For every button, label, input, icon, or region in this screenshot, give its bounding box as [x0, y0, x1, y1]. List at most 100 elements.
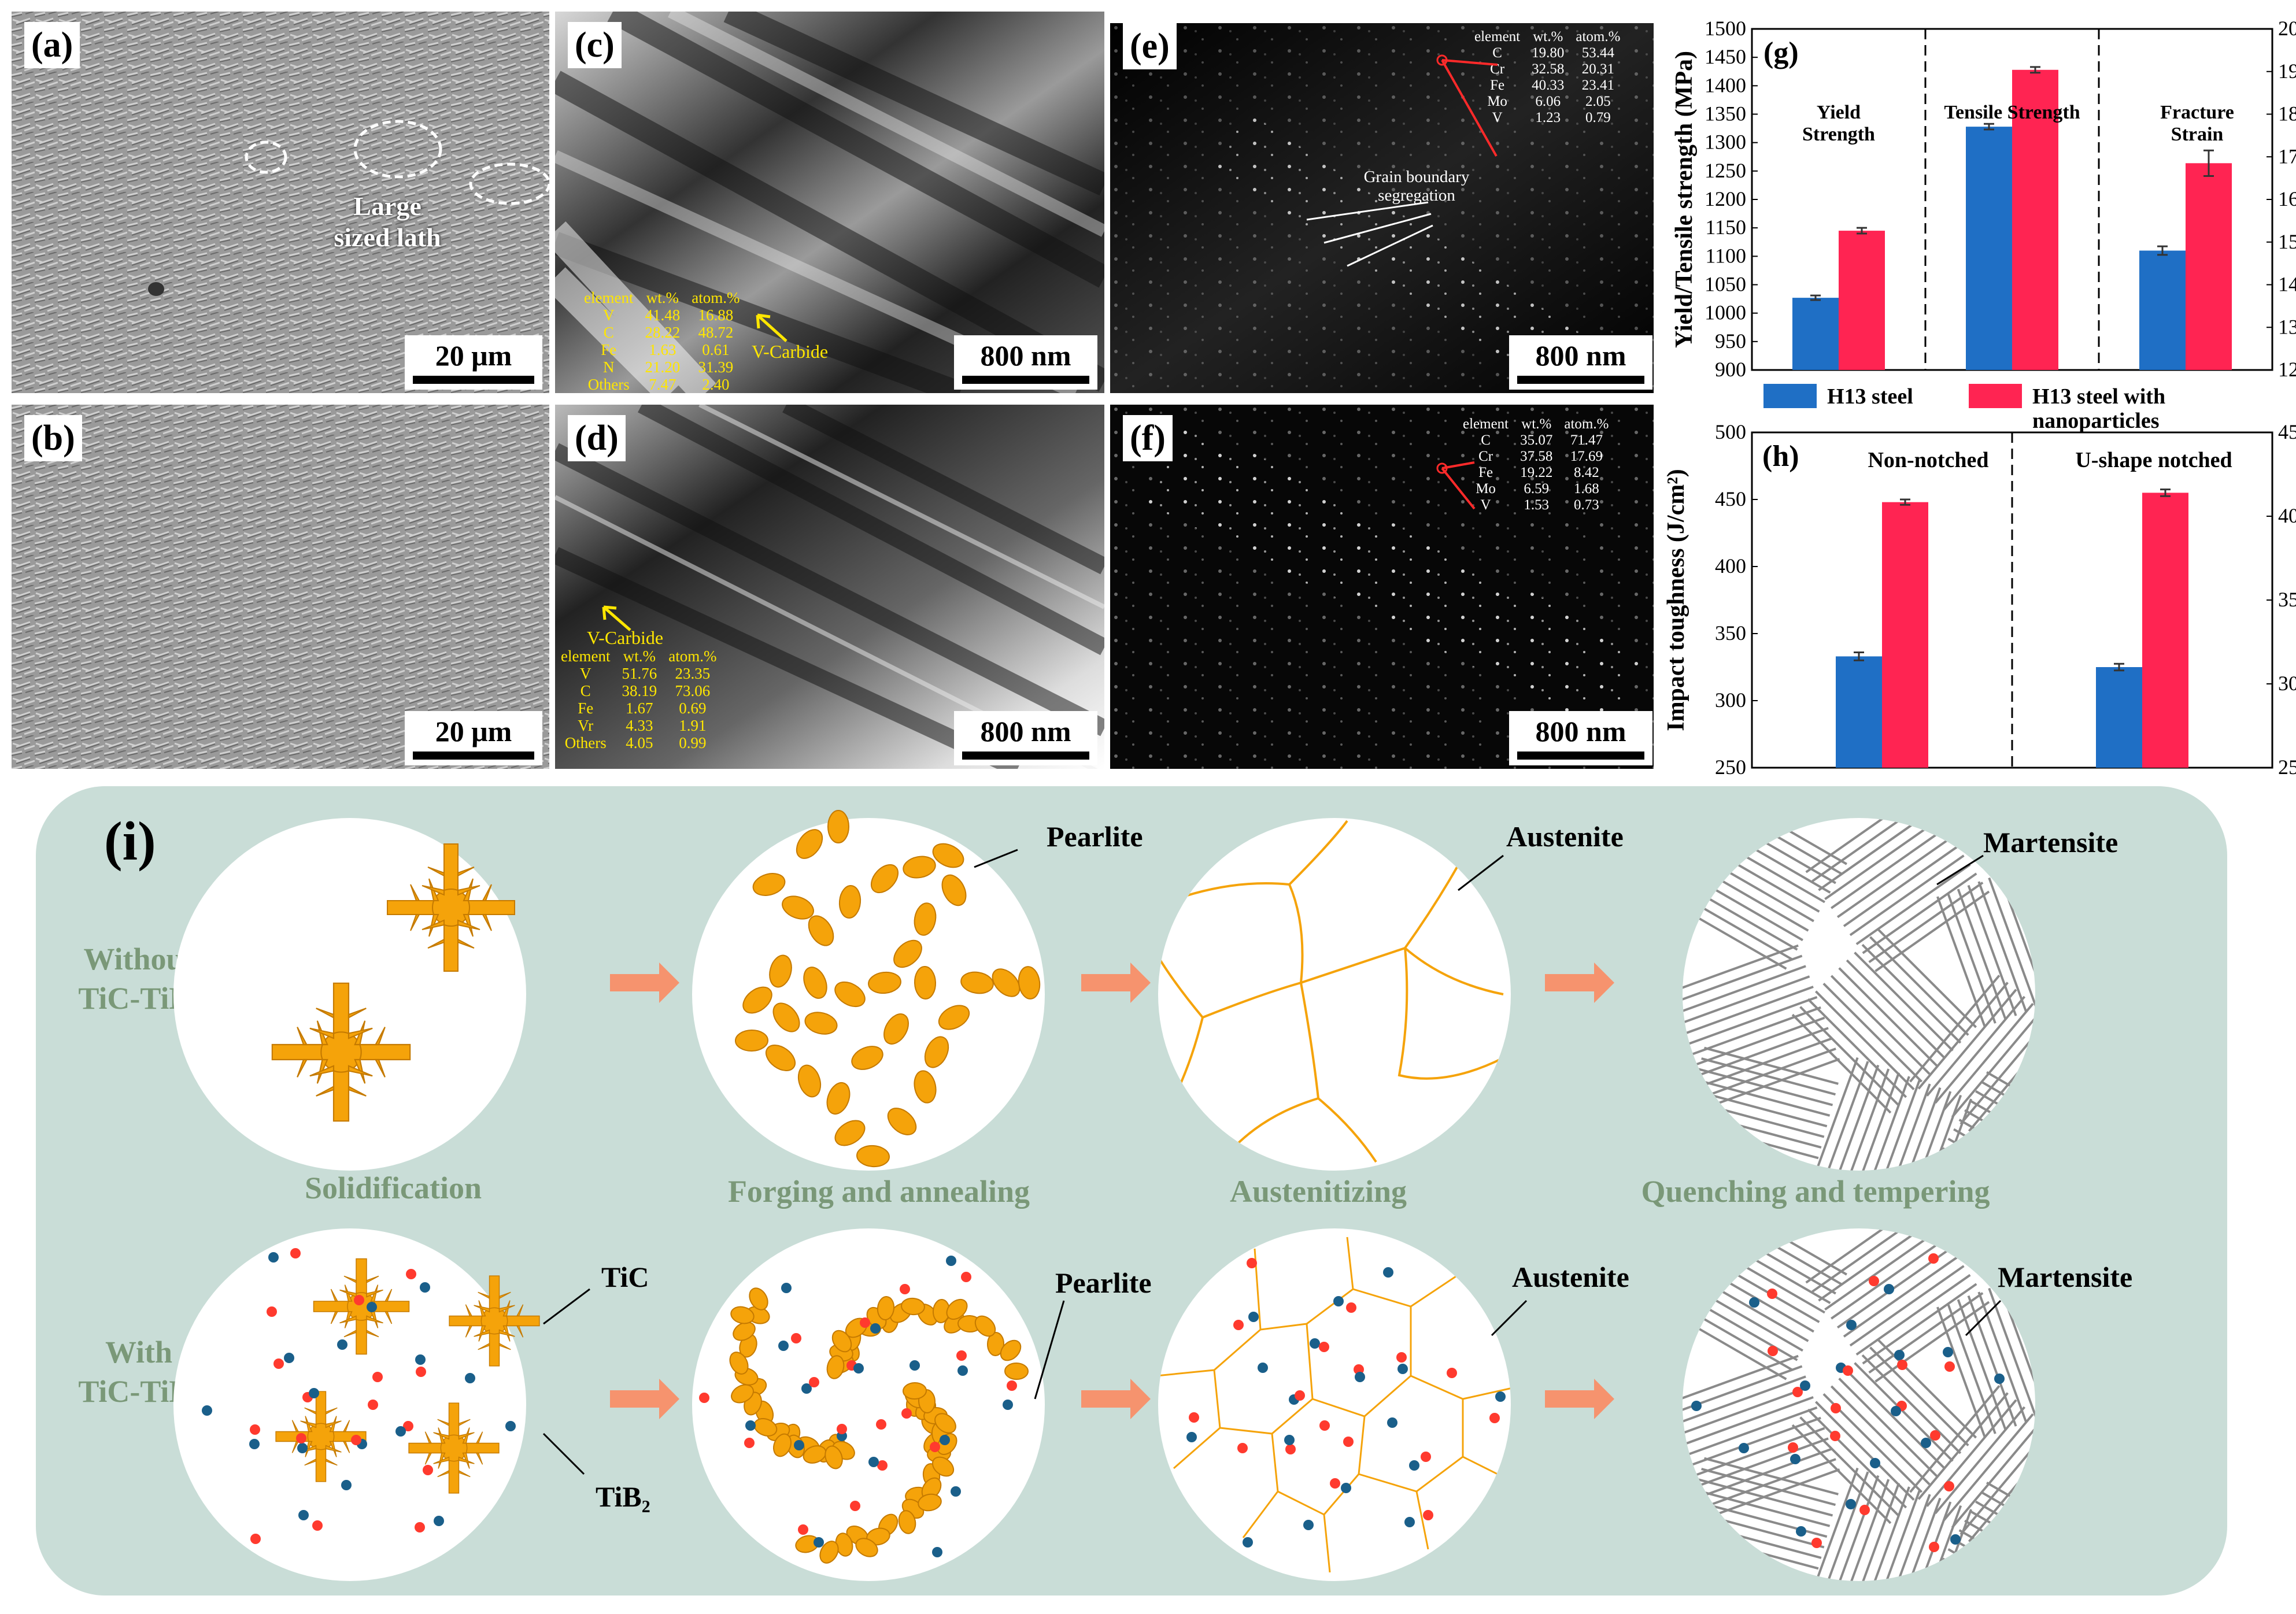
- lath: [1698, 1068, 1833, 1106]
- stage-forging: Forging and annealing: [727, 1174, 1030, 1209]
- tib2-particle: [961, 1272, 971, 1282]
- eds-f-cell: 8.42: [1574, 465, 1599, 480]
- lath: [1917, 982, 2009, 1090]
- eds-d-cell: V: [579, 665, 591, 682]
- tib2-particle: [877, 1460, 888, 1471]
- tib2-particle: [1944, 1481, 1954, 1491]
- tib2-particle: [1285, 1444, 1296, 1454]
- tem-texture-c: [555, 12, 1104, 393]
- arrow-icon: [1545, 1379, 1614, 1419]
- pearlite-grain: [855, 1538, 878, 1557]
- eds-e-cell: Mo: [1487, 94, 1507, 109]
- tic-particle: [1243, 1537, 1253, 1548]
- tic-particle: [1387, 1417, 1397, 1428]
- lath: [1964, 1109, 2035, 1171]
- eds-e-cell: Fe: [1490, 77, 1505, 93]
- tic-particle: [1894, 1350, 1905, 1360]
- tick-label-left: 350: [1715, 621, 1746, 645]
- lath: [1824, 819, 1940, 901]
- tic-particle: [932, 1547, 942, 1557]
- eds-d-cell: 1.67: [626, 699, 653, 717]
- eds-c-cell: 2.40: [702, 376, 730, 393]
- tib2-particle: [791, 1333, 801, 1343]
- lath: [1964, 1519, 2035, 1581]
- lath: [2029, 862, 2035, 994]
- lath: [1934, 995, 2026, 1104]
- lath: [1936, 896, 1986, 1028]
- tib2-particle: [1447, 1368, 1457, 1378]
- lath: [1709, 1058, 1840, 1108]
- lath: [1805, 818, 1921, 873]
- tib2-particle: [699, 1393, 709, 1403]
- tick-label-left: 1150: [1705, 216, 1746, 239]
- callout-tic: TiC: [601, 1261, 649, 1293]
- tic-particle: [1739, 1443, 1749, 1453]
- eds-e-h1: wt.%: [1533, 29, 1563, 45]
- tib2-particle: [372, 1372, 383, 1382]
- tib2-particle: [1233, 1320, 1244, 1330]
- tick-label-left: 1250: [1705, 159, 1746, 182]
- pearlite-grain: [1000, 1339, 1022, 1361]
- lath: [1931, 1576, 2035, 1581]
- lath: [1936, 1157, 2035, 1171]
- pearlite-grain: [834, 1120, 866, 1146]
- eds-c-cell: C: [603, 324, 614, 341]
- lath: [1874, 1301, 1990, 1383]
- lath: [1943, 1002, 2034, 1111]
- eds-d-cell: Others: [564, 734, 607, 752]
- eds-d-h0: element: [561, 647, 611, 665]
- circle-solidification-top: [173, 818, 526, 1171]
- eds-d-cell: 4.05: [626, 734, 653, 752]
- tick-label-left: 1100: [1705, 244, 1746, 267]
- eds-e-cell: 0.79: [1585, 110, 1611, 125]
- pearlite-grain: [924, 1036, 949, 1068]
- pearlite-grain: [914, 966, 937, 1000]
- eds-e-cell: C: [1492, 45, 1502, 61]
- eds-f-cell: 6.59: [1524, 481, 1550, 497]
- eds-e-cell: 6.06: [1535, 94, 1561, 109]
- pearlite-grain: [903, 1382, 927, 1400]
- arrow-icon-d: [602, 605, 631, 631]
- tick-label-right: 19: [2278, 60, 2296, 83]
- legend-label-nano: H13 steel with nanoparticles: [2032, 384, 2165, 433]
- lath: [1877, 928, 1977, 1028]
- lath: [1860, 1486, 1910, 1581]
- tem-texture-d: [555, 405, 1104, 769]
- tib2-particle: [1929, 1542, 1939, 1552]
- eds-c-cell: N: [602, 358, 615, 376]
- pearlite-grain: [1018, 966, 1041, 1000]
- scale-label-d: 800 nm: [980, 715, 1071, 747]
- tic-particle: [951, 1486, 961, 1497]
- bar: [1839, 231, 1885, 370]
- tib2-particle: [850, 1501, 860, 1511]
- tib2-particle: [1007, 1380, 1017, 1391]
- eds-table-c: element wt.% atom.% V 41.48 16.88 C 28.22 48.7…: [578, 289, 745, 393]
- eds-e-h0: element: [1474, 29, 1521, 45]
- tic-particle: [801, 1383, 812, 1394]
- pearlite-grain: [914, 902, 937, 936]
- tic-particle: [1891, 1406, 1901, 1416]
- lath: [1840, 1479, 1890, 1581]
- tib2-particle: [1343, 1437, 1354, 1447]
- eds-f-cell: 35.07: [1520, 432, 1553, 448]
- lath: [1946, 892, 1996, 1024]
- pearlite-grain: [831, 1330, 852, 1353]
- lath: [1967, 1295, 2017, 1427]
- lath: [1683, 1574, 1807, 1581]
- tib2-particle: [403, 1421, 413, 1431]
- tic-particle: [1790, 1454, 1800, 1464]
- schematic-drawing: [173, 810, 2035, 1581]
- lath: [1909, 975, 2001, 1083]
- legend-label-h13: H13 steel: [1827, 384, 1913, 409]
- eds-d-cell: 51.76: [622, 665, 657, 682]
- eds-f-cell: C: [1481, 432, 1491, 448]
- tic-particle: [1921, 1438, 1931, 1448]
- eds-d-cell: 1.91: [679, 717, 707, 734]
- lath: [1862, 1283, 1977, 1365]
- lath: [1969, 1510, 2035, 1581]
- eds-c-h2: atom.%: [692, 289, 740, 306]
- martensite-packet: [1791, 1338, 1977, 1524]
- lath: [1683, 986, 1814, 1035]
- eds-c-cell: 0.61: [702, 341, 730, 358]
- callout-austenite-top: Austenite: [1506, 820, 1624, 853]
